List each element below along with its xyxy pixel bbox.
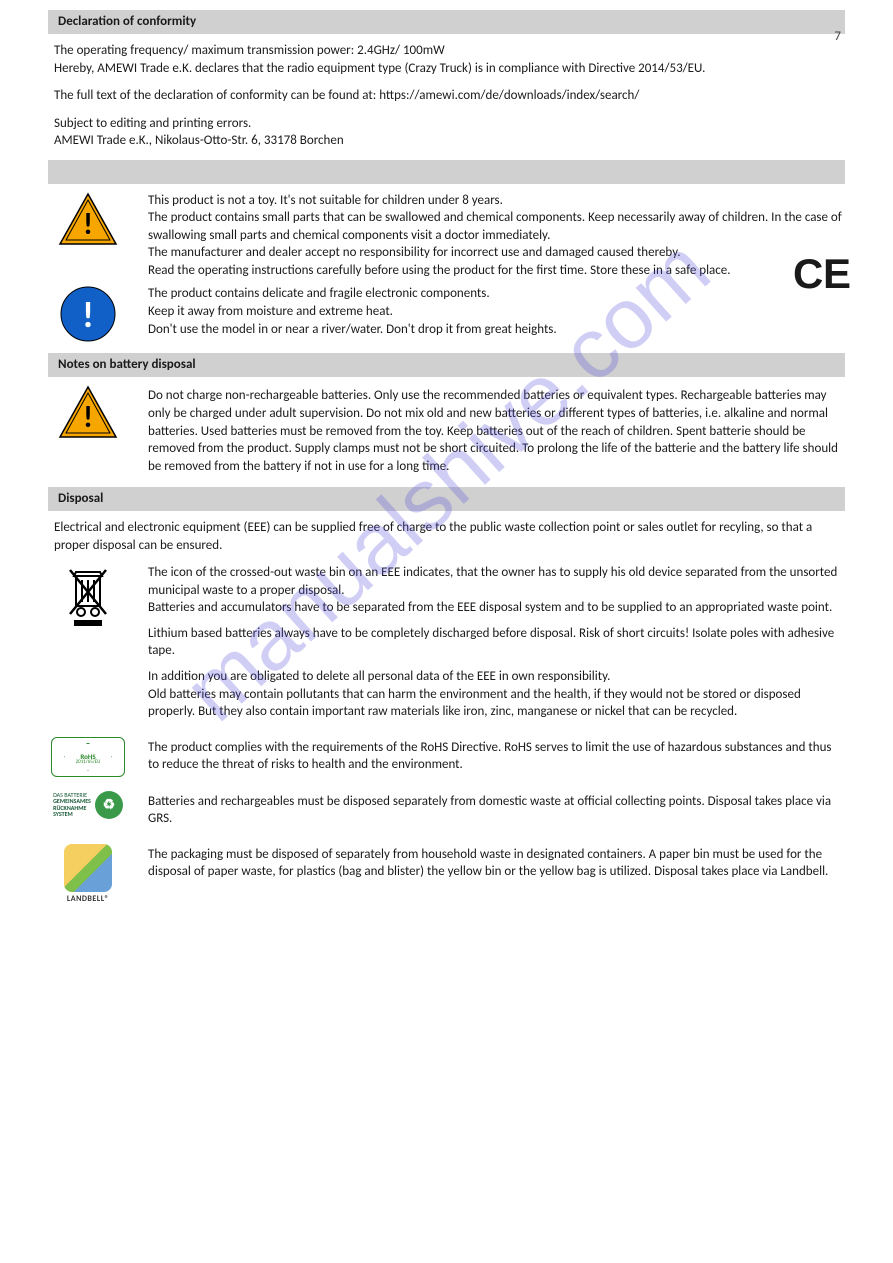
- landbell-text: The packaging must be disposed of separa…: [148, 844, 845, 883]
- errors-line: Subject to editing and printing errors.: [54, 115, 845, 133]
- weee-bin-icon: [64, 564, 112, 626]
- note-text: The product contains delicate and fragil…: [148, 285, 845, 338]
- grs-p: Batteries and rechargeables must be disp…: [148, 793, 845, 828]
- rohs-icon: RoHS 2011/65/EU: [51, 737, 125, 777]
- rohs-text: The product complies with the requiremen…: [148, 737, 845, 776]
- weee-text: The icon of the crossed-out waste bin on…: [148, 564, 845, 720]
- heading-conformity: Declaration of conformity: [48, 10, 845, 34]
- note-p2: Keep it away from moisture and extreme h…: [148, 303, 845, 321]
- rohs-row: RoHS 2011/65/EU The product complies wit…: [48, 737, 845, 777]
- heading-battery: Notes on battery disposal: [48, 353, 845, 377]
- grs-l4: SYSTEM: [53, 811, 91, 817]
- freq-line: The operating frequency/ maximum transmi…: [54, 42, 845, 60]
- landbell-row: LANDBELL® The packaging must be disposed…: [48, 844, 845, 905]
- grs-circle-icon: ♻: [95, 791, 123, 819]
- warn-p3: The manufacturer and dealer accept no re…: [148, 244, 845, 262]
- warning-row: ! This product is not a toy. It's not su…: [48, 192, 845, 280]
- page-number: 7: [834, 28, 841, 46]
- battery-p1: Do not charge non-rechargeable batteries…: [148, 387, 845, 475]
- warn-p1: This product is not a toy. It's not suit…: [148, 192, 845, 210]
- heading-warnings: [48, 160, 845, 184]
- svg-text:!: !: [83, 206, 93, 243]
- info-circle-icon: !: [59, 285, 117, 343]
- note-p3: Don't use the model in or near a river/w…: [148, 321, 845, 339]
- disposal-intro: Electrical and electronic equipment (EEE…: [48, 519, 845, 554]
- bin-p4: In addition you are obligated to delete …: [148, 668, 845, 686]
- note-row: ! The product contains delicate and frag…: [48, 285, 845, 343]
- bin-p3: Lithium based batteries always have to b…: [148, 625, 845, 660]
- note-p1: The product contains delicate and fragil…: [148, 285, 845, 303]
- battery-text: Do not charge non-rechargeable batteries…: [148, 385, 845, 477]
- declaration-line: Hereby, AMEWI Trade e.K. declares that t…: [54, 60, 845, 78]
- landbell-p: The packaging must be disposed of separa…: [148, 846, 845, 881]
- url-line: The full text of the declaration of conf…: [54, 87, 845, 105]
- rohs-p: The product complies with the requiremen…: [148, 739, 845, 774]
- disposal-p1: Electrical and electronic equipment (EEE…: [54, 519, 845, 554]
- bin-p2: Batteries and accumulators have to be se…: [148, 599, 845, 617]
- battery-row: ! Do not charge non-rechargeable batteri…: [48, 385, 845, 477]
- grs-icon: DAS BATTERIE GEMEINSAMES RÜCKNAHME SYSTE…: [53, 791, 123, 819]
- bin-p1: The icon of the crossed-out waste bin on…: [148, 564, 845, 599]
- address-line: AMEWI Trade e.K., Nikolaus-Otto-Str. 6, …: [54, 132, 845, 150]
- rohs-label-sub: 2011/65/EU: [76, 760, 101, 765]
- bin-p5: Old batteries may contain pollutants tha…: [148, 686, 845, 721]
- landbell-label: LANDBELL®: [67, 894, 109, 905]
- svg-text:!: !: [83, 399, 93, 436]
- grs-row: DAS BATTERIE GEMEINSAMES RÜCKNAHME SYSTE…: [48, 791, 845, 830]
- landbell-icon: LANDBELL®: [64, 844, 112, 905]
- ce-mark-icon: C E: [793, 246, 845, 303]
- warning-triangle-icon: !: [58, 192, 118, 246]
- weee-row: The icon of the crossed-out waste bin on…: [48, 564, 845, 720]
- warn-p2: The product contains small parts that ca…: [148, 209, 845, 244]
- conformity-body: The operating frequency/ maximum transmi…: [48, 42, 845, 150]
- heading-disposal: Disposal: [48, 487, 845, 511]
- grs-text: Batteries and rechargeables must be disp…: [148, 791, 845, 830]
- warn-p4: Read the operating instructions carefull…: [148, 262, 845, 280]
- svg-text:!: !: [82, 293, 94, 337]
- warning-text: This product is not a toy. It's not suit…: [148, 192, 845, 280]
- warning-triangle-icon: !: [58, 385, 118, 439]
